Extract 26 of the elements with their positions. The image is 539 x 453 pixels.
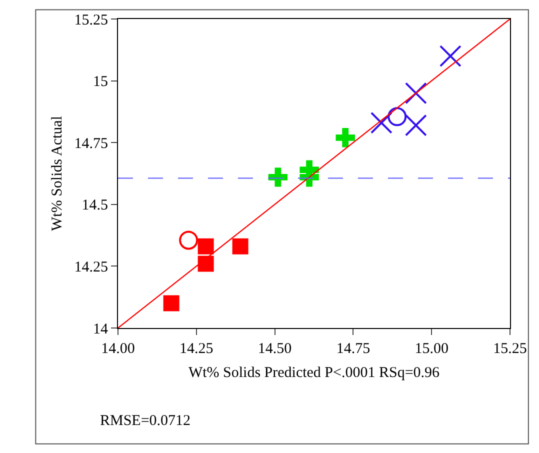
x-axis-title: Wt% Solids Predicted P<.0001 RSq=0.96 [188,365,440,381]
x-tick-label: 14.25 [180,341,214,357]
point [370,112,392,134]
point [198,238,214,254]
x-tick-label: 14.75 [336,341,370,357]
point [404,114,427,136]
y-axis-title: Wt% Solids Actual [50,116,66,231]
text: RMSE=0.0712 [100,413,191,429]
point [163,295,180,312]
x-tick-label: 14.00 [101,341,135,357]
y-tick-label: 15.25 [74,12,108,28]
point [232,238,248,254]
y-tick-label: 14.5 [82,198,108,214]
point [388,107,407,126]
point [179,230,198,250]
point [336,128,355,148]
y-tick-label: 14.75 [74,136,108,152]
y-tick-label: 15 [93,74,108,90]
y-tick-label: 14 [93,321,108,338]
x-tick-label: 14.50 [258,341,292,357]
x-tick-label: 15.25 [493,341,527,357]
x-tick-label: 15.00 [414,341,448,357]
y-tick-label: 14.25 [74,259,108,276]
point [198,256,214,272]
point [404,82,427,104]
point [439,45,462,68]
